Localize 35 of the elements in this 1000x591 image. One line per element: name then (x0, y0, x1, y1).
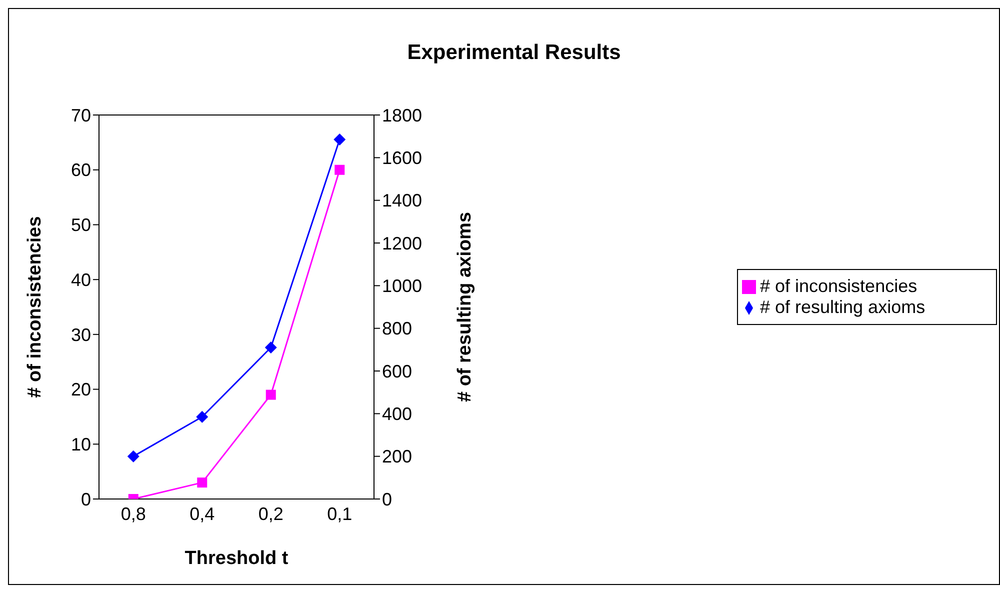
y2-tick-label: 1200 (382, 233, 422, 254)
y-tick-label: 20 (70, 380, 91, 400)
text: Experimental Results (406, 41, 622, 65)
y2-tick-label: 1000 (382, 276, 422, 296)
point (266, 390, 276, 400)
x-tick-label: 0,8 (120, 504, 146, 524)
y2-tick-label: 1400 (382, 190, 422, 211)
point (196, 410, 208, 423)
y-axis-title: # of inconsistencies (24, 216, 46, 398)
point (264, 342, 277, 354)
point (334, 164, 345, 175)
y-tick-label: 30 (70, 324, 91, 345)
y2-axis-title: # of resulting axioms (454, 212, 476, 402)
y2-tick-label: 1800 (382, 105, 422, 126)
y2-tick-label: 800 (382, 318, 412, 339)
y-tick-label: 70 (70, 105, 91, 126)
y-tick-label: 40 (70, 270, 91, 290)
y-tick-label: 60 (70, 160, 91, 180)
legend-label: # of resulting axioms (760, 296, 926, 316)
legend-label: # of inconsistencies (760, 276, 918, 296)
y2-tick-label: 400 (382, 404, 412, 424)
x-tick-label: 0,1 (327, 504, 352, 524)
y-tick-label: 10 (70, 434, 91, 455)
y-tick-label: 50 (70, 215, 91, 236)
point (334, 134, 346, 146)
y2-tick-label: 0 (382, 489, 392, 510)
y-tick-label: 0 (80, 489, 91, 510)
y2-tick-label: 1600 (382, 148, 422, 168)
y2-tick-label: 600 (382, 361, 412, 382)
x-axis-title: Threshold t (184, 548, 289, 569)
point (197, 478, 208, 488)
x-tick-label: 0,4 (190, 504, 215, 524)
y2-tick-label: 200 (382, 446, 412, 467)
x-tick-label: 0,2 (258, 504, 284, 524)
point (127, 450, 140, 462)
